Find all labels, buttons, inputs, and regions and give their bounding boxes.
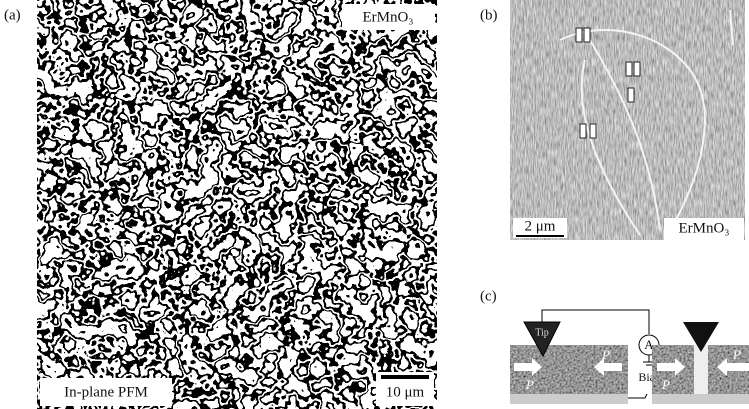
- scale-label: 2 μm: [525, 218, 556, 234]
- material-label: ErMnO₃: [362, 9, 413, 25]
- scale-label: 10 μm: [386, 384, 425, 400]
- wire: [628, 394, 647, 398]
- figure: (a) ErMnO₃ In-plane PFM 10 μm (b) 2 μm E…: [0, 0, 749, 409]
- panel-label: (a): [4, 7, 21, 23]
- mode-label: In-plane PFM: [64, 384, 148, 400]
- substrate: [652, 394, 749, 404]
- polarization-label: P: [601, 347, 610, 362]
- polarization-label: P: [661, 377, 670, 392]
- afm-image: [510, 0, 745, 240]
- pfm-image: [37, 0, 437, 409]
- tip-label: Tip: [535, 327, 549, 338]
- polarization-label: P: [732, 347, 741, 362]
- panel-label: (c): [480, 288, 497, 304]
- panel-label: (b): [480, 7, 498, 23]
- domain-wall: [694, 345, 708, 397]
- material-label: ErMnO₃: [678, 220, 729, 236]
- substrate: [510, 394, 628, 404]
- page: (a) ErMnO₃ In-plane PFM 10 μm (b) 2 μm E…: [0, 0, 749, 409]
- polarization-label: P: [525, 377, 534, 392]
